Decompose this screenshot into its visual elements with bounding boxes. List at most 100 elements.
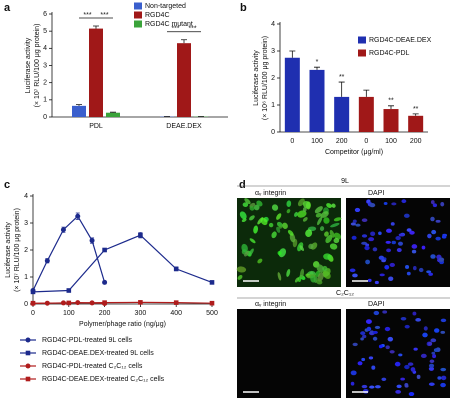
nucleus — [433, 348, 439, 352]
y-axis-label: Luciferase activity — [5, 222, 12, 278]
nucleus — [362, 334, 367, 339]
nucleus — [361, 384, 368, 389]
nucleus — [418, 267, 424, 273]
nucleus — [349, 268, 356, 273]
error-bar — [388, 105, 394, 110]
cell — [333, 232, 342, 240]
data-point — [102, 247, 107, 253]
cell — [302, 206, 307, 212]
x-tick-label: 500 — [206, 310, 218, 317]
x-tick-label: 400 — [170, 310, 182, 317]
panel-label: b — [240, 2, 247, 14]
cell — [278, 225, 283, 229]
cell — [253, 204, 260, 211]
nucleus — [411, 244, 418, 249]
nucleus — [408, 391, 415, 397]
nucleus — [430, 216, 435, 222]
nucleus — [354, 207, 361, 213]
nucleus — [369, 202, 376, 208]
bar — [309, 69, 325, 132]
nucleus — [389, 350, 395, 354]
data-point — [75, 213, 81, 219]
nucleus — [405, 264, 410, 269]
nucleus — [384, 326, 391, 332]
nucleus — [390, 222, 395, 226]
image-label: αᵥ integrin — [255, 301, 286, 308]
data-point — [66, 300, 72, 306]
x-tick-label: DEAE.DEX — [166, 123, 202, 130]
error-bar — [363, 89, 370, 97]
nucleus — [429, 359, 435, 364]
nucleus — [394, 361, 401, 367]
cell — [322, 265, 328, 272]
nucleus — [369, 385, 375, 389]
cell — [294, 211, 298, 217]
significance: ** — [413, 106, 419, 113]
nucleus — [397, 241, 404, 246]
nucleus — [365, 259, 371, 265]
cell — [277, 272, 282, 281]
cell — [324, 231, 329, 237]
cell — [271, 231, 277, 239]
nucleus — [432, 203, 438, 208]
nucleus — [355, 223, 361, 227]
nucleus — [441, 375, 447, 381]
data-point — [30, 289, 36, 295]
cell — [299, 268, 305, 279]
legend-swatch — [134, 20, 142, 28]
error-bar — [181, 39, 187, 44]
legend-label: Non-targeted — [145, 3, 186, 10]
series-line — [32, 234, 213, 293]
error-bar — [338, 81, 345, 97]
nucleus — [406, 271, 411, 276]
significance: *** — [171, 26, 179, 33]
nucleus — [350, 370, 357, 376]
nucleus — [413, 347, 418, 351]
nucleus — [350, 222, 356, 226]
cell — [314, 206, 323, 214]
y-tick-label: 2 — [43, 80, 47, 87]
image-label: αᵥ integrin — [255, 190, 286, 197]
nucleus — [416, 374, 421, 380]
cell — [308, 243, 314, 250]
nucleus — [404, 384, 409, 388]
data-point — [102, 279, 108, 285]
nucleus — [430, 254, 436, 259]
x-tick-label: 100 — [385, 138, 397, 145]
nucleus — [437, 376, 442, 380]
nucleus — [385, 240, 391, 244]
nucleus — [361, 241, 368, 245]
data-point — [209, 300, 215, 306]
cell — [249, 238, 256, 244]
nucleus — [361, 357, 366, 362]
nucleus — [406, 228, 412, 232]
nucleus — [421, 245, 426, 250]
nucleus — [374, 325, 381, 330]
cell — [282, 222, 288, 229]
nucleus — [372, 336, 378, 341]
cell — [241, 243, 248, 253]
nucleus — [373, 310, 380, 316]
significance: *** — [83, 12, 91, 19]
bar — [284, 57, 300, 132]
nucleus — [398, 353, 403, 357]
y-tick-label: 0 — [43, 114, 47, 121]
nucleus — [428, 341, 433, 346]
cell — [236, 266, 247, 273]
nucleus — [430, 200, 435, 205]
cell — [244, 198, 251, 205]
significance: ** — [339, 74, 345, 81]
nucleus — [378, 344, 383, 349]
nucleus — [361, 218, 368, 222]
nucleus — [351, 235, 357, 240]
cell — [249, 215, 255, 221]
data-point — [138, 232, 143, 238]
nucleus — [410, 367, 416, 372]
nucleus — [387, 336, 394, 342]
nucleus — [438, 257, 445, 262]
data-point — [66, 288, 72, 293]
nucleus — [357, 361, 363, 366]
x-tick-label: 200 — [410, 138, 422, 145]
y-tick-label: 0 — [24, 301, 28, 308]
cell — [256, 200, 263, 207]
